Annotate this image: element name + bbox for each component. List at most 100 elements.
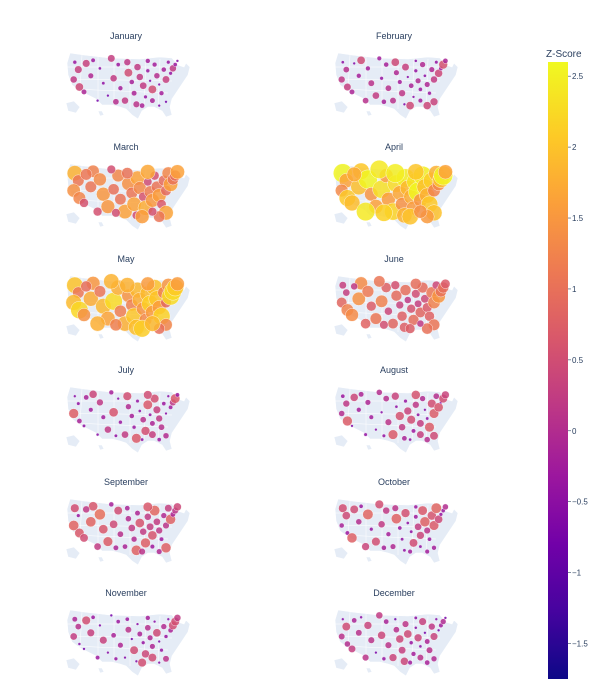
- station-marker: [163, 634, 169, 639]
- station-marker: [166, 617, 170, 621]
- station-marker: [108, 407, 119, 418]
- station-marker: [142, 399, 153, 410]
- panel-title: February: [376, 31, 413, 41]
- station-marker: [117, 85, 124, 91]
- station-marker: [342, 66, 350, 73]
- panel-title: April: [385, 142, 403, 152]
- station-marker: [371, 537, 381, 547]
- station-marker: [421, 322, 434, 335]
- station-marker: [410, 651, 417, 657]
- station-marker: [174, 392, 180, 398]
- station-marker: [411, 428, 416, 434]
- station-marker: [129, 645, 139, 655]
- station-marker: [108, 501, 115, 508]
- station-marker: [401, 63, 410, 71]
- station-marker: [341, 511, 351, 520]
- station-marker: [387, 318, 399, 329]
- station-marker: [139, 528, 147, 536]
- station-marker: [356, 56, 366, 65]
- station-marker: [413, 504, 418, 510]
- station-marker: [430, 632, 439, 641]
- station-marker: [376, 55, 382, 61]
- station-marker: [398, 89, 406, 97]
- station-marker: [122, 391, 132, 401]
- station-marker: [409, 529, 414, 534]
- station-marker: [168, 71, 173, 76]
- station-marker: [380, 410, 384, 414]
- station-marker: [113, 544, 119, 551]
- panel-title: September: [104, 477, 148, 487]
- station-marker: [157, 103, 161, 108]
- station-marker: [137, 658, 147, 668]
- station-marker: [384, 307, 393, 316]
- colorbar-tick-label: 2: [572, 143, 577, 152]
- station-marker: [373, 275, 386, 288]
- map-panel-february: February: [333, 31, 459, 120]
- station-marker: [367, 79, 375, 87]
- station-marker: [90, 57, 96, 63]
- station-marker: [139, 102, 145, 109]
- station-marker: [416, 430, 425, 439]
- station-marker: [424, 638, 431, 645]
- station-marker: [114, 433, 118, 438]
- station-marker: [121, 167, 134, 180]
- station-marker: [366, 301, 377, 312]
- colorbar-gradient: [548, 62, 568, 679]
- station-marker: [426, 646, 433, 654]
- station-marker: [363, 432, 368, 437]
- station-marker: [434, 617, 438, 621]
- station-marker: [122, 543, 128, 550]
- station-marker: [442, 58, 449, 64]
- station-marker: [346, 166, 362, 183]
- station-marker: [425, 416, 430, 421]
- station-marker: [123, 68, 133, 78]
- station-marker: [438, 512, 443, 517]
- station-marker: [419, 395, 426, 402]
- station-marker: [162, 75, 170, 84]
- station-marker: [417, 505, 428, 516]
- station-marker: [132, 100, 140, 108]
- station-marker: [385, 84, 392, 92]
- station-marker: [394, 404, 399, 409]
- station-marker: [405, 521, 410, 525]
- station-marker: [94, 508, 106, 521]
- station-marker: [102, 536, 113, 547]
- station-marker: [356, 407, 362, 413]
- station-marker: [115, 619, 121, 624]
- station-marker: [158, 90, 165, 96]
- station-marker: [121, 430, 129, 439]
- station-marker: [406, 75, 410, 79]
- station-marker: [418, 544, 423, 549]
- station-marker: [115, 62, 121, 67]
- station-marker: [413, 204, 428, 219]
- station-marker: [368, 414, 374, 420]
- station-marker: [414, 626, 418, 630]
- station-marker: [375, 294, 388, 308]
- station-marker: [74, 65, 83, 74]
- station-marker: [416, 412, 420, 417]
- station-marker: [98, 66, 102, 71]
- station-marker: [434, 69, 443, 78]
- station-marker: [349, 504, 359, 514]
- station-marker: [364, 399, 371, 406]
- colorbar-tick-label: −1.5: [572, 640, 588, 649]
- station-marker: [160, 623, 167, 630]
- station-marker: [375, 611, 383, 620]
- station-marker: [341, 622, 351, 631]
- station-marker: [358, 391, 364, 398]
- station-marker: [73, 394, 77, 398]
- station-marker: [441, 390, 450, 400]
- station-marker: [139, 81, 147, 90]
- station-marker: [68, 408, 79, 419]
- station-marker: [374, 428, 378, 432]
- station-marker: [144, 513, 152, 521]
- station-marker: [351, 617, 358, 624]
- station-marker: [384, 418, 392, 426]
- station-marker: [89, 315, 106, 332]
- station-marker: [355, 629, 363, 637]
- panel-title: October: [378, 477, 410, 487]
- map-panel-august: August: [333, 365, 459, 454]
- station-marker: [114, 304, 127, 318]
- station-marker: [80, 280, 92, 293]
- station-marker: [395, 634, 404, 644]
